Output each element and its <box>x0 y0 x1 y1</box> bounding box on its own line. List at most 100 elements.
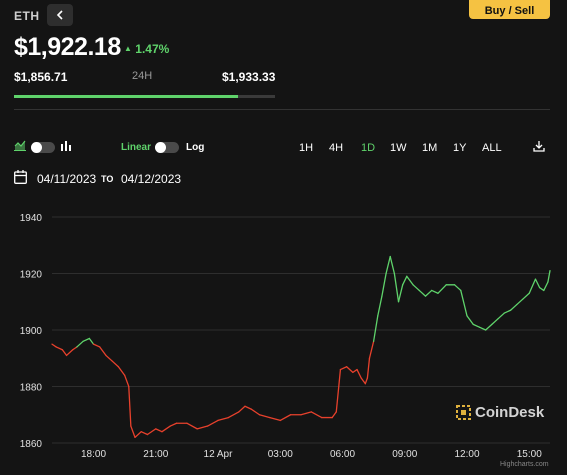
triangle-up-icon: ▲ <box>124 44 132 53</box>
price-line-segment <box>509 303 518 311</box>
share-icon <box>56 10 63 20</box>
chart-type-toggle[interactable] <box>31 142 55 153</box>
price-line-segment <box>478 326 487 331</box>
price-line-segment <box>364 377 369 385</box>
price-line-segment <box>460 289 468 317</box>
price-line-segment <box>503 309 512 314</box>
y-tick-label: 1940 <box>20 213 43 224</box>
price-line-segment <box>360 377 366 385</box>
price-line-segment <box>196 425 209 430</box>
x-tick-label: 21:00 <box>143 449 168 460</box>
price-line-segment <box>217 416 230 422</box>
range-high: $1,933.33 <box>222 70 276 84</box>
price-line-segment <box>134 431 142 439</box>
divider <box>14 109 550 110</box>
timeframe-1d[interactable]: 1D <box>361 142 376 154</box>
price-line-segment <box>65 349 74 357</box>
price-line-segment <box>140 431 149 436</box>
price-line-segment <box>497 312 506 320</box>
price-line-segment <box>418 289 427 297</box>
price-line-segment <box>485 323 493 331</box>
price-line-segment <box>368 340 375 359</box>
scale-linear-option[interactable]: Linear <box>121 142 152 153</box>
price-line-segment <box>543 281 549 292</box>
buy-sell-button[interactable]: Buy / Sell <box>469 0 550 19</box>
range-fill <box>14 95 239 98</box>
price-line-segment <box>528 278 537 294</box>
price-line-segment <box>472 323 481 328</box>
bar-chart-icon[interactable] <box>61 140 71 151</box>
price-line-segment <box>206 419 219 427</box>
price-line-segment <box>238 405 246 413</box>
price-line-segment <box>393 272 400 303</box>
coindesk-logo-icon <box>456 405 471 420</box>
price-change: ▲ 1.47% <box>124 42 169 56</box>
price-line-segment <box>92 343 101 348</box>
price-line-segment <box>366 357 371 379</box>
scale-toggle[interactable] <box>155 142 179 153</box>
x-tick-label: 12 Apr <box>204 449 234 460</box>
price-line-segment <box>453 284 462 292</box>
price-line-segment <box>250 408 261 416</box>
timeframe-1m[interactable]: 1M <box>422 142 438 154</box>
timeframe-1w[interactable]: 1W <box>390 142 407 154</box>
price-line-segment <box>491 318 499 325</box>
price-line-segment <box>534 278 541 289</box>
share-button[interactable] <box>47 4 73 26</box>
price-line-segment <box>227 411 240 419</box>
price-line-segment <box>128 385 132 427</box>
scale-log-option[interactable]: Log <box>186 142 205 153</box>
x-tick-label: 15:00 <box>517 449 542 460</box>
coindesk-watermark: CoinDesk <box>456 404 544 421</box>
y-tick-label: 1880 <box>20 383 43 394</box>
price-line-segment <box>385 255 391 275</box>
price-line-segment <box>82 337 90 342</box>
y-tick-label: 1920 <box>20 270 43 281</box>
price-line-segment <box>352 368 358 374</box>
timeframe-1y[interactable]: 1Y <box>453 142 467 154</box>
price-line-segment <box>547 270 551 283</box>
price-line-segment <box>55 346 64 351</box>
price-line-segment <box>516 298 524 306</box>
price-line-segment <box>310 411 323 419</box>
y-tick-label: 1860 <box>20 439 43 450</box>
price-line-segment <box>72 346 78 351</box>
price-line-segment <box>402 275 408 286</box>
timeframe-4h[interactable]: 4H <box>329 142 344 154</box>
price-line-segment <box>169 422 178 427</box>
calendar-icon[interactable] <box>14 170 27 184</box>
price-line-segment <box>161 425 171 433</box>
price-line-segment <box>424 289 433 297</box>
asset-symbol: ETH <box>14 9 40 23</box>
chart-credits[interactable]: Highcharts.com <box>500 461 549 468</box>
price-line-segment <box>88 337 95 345</box>
timeframe-1h[interactable]: 1H <box>299 142 314 154</box>
price-line-segment <box>186 422 198 430</box>
x-tick-label: 03:00 <box>268 449 293 460</box>
timeframe-all[interactable]: ALL <box>482 142 502 154</box>
date-from[interactable]: 04/11/2023 <box>37 172 97 186</box>
price-line-segment <box>155 428 163 433</box>
area-chart-icon[interactable] <box>14 140 26 151</box>
price-line-segment <box>300 411 313 416</box>
price-line-segment <box>397 284 404 303</box>
x-tick-label: 06:00 <box>330 449 355 460</box>
price-line-segment <box>522 292 530 300</box>
price-line-segment <box>61 349 68 357</box>
price-line-segment <box>372 315 379 342</box>
price-line-segment <box>105 354 113 362</box>
current-price: $1,922.18 <box>14 33 121 61</box>
price-line-segment <box>389 255 396 275</box>
price-change-value: 1.47% <box>135 42 170 56</box>
price-line-segment <box>279 414 292 422</box>
date-to[interactable]: 04/12/2023 <box>121 172 182 186</box>
price-line-segment <box>356 368 362 379</box>
price-line-segment <box>431 289 439 294</box>
price-line-segment <box>76 340 84 348</box>
price-line-segment <box>269 416 281 422</box>
price-line-segment <box>412 284 420 292</box>
price-chart[interactable]: 1860 1880 1900 1920 1940 18:00 21:00 12 Apr 03:… <box>0 200 567 475</box>
download-icon[interactable] <box>533 140 545 152</box>
range-label: 24H <box>132 70 153 82</box>
price-line-segment <box>538 286 545 292</box>
